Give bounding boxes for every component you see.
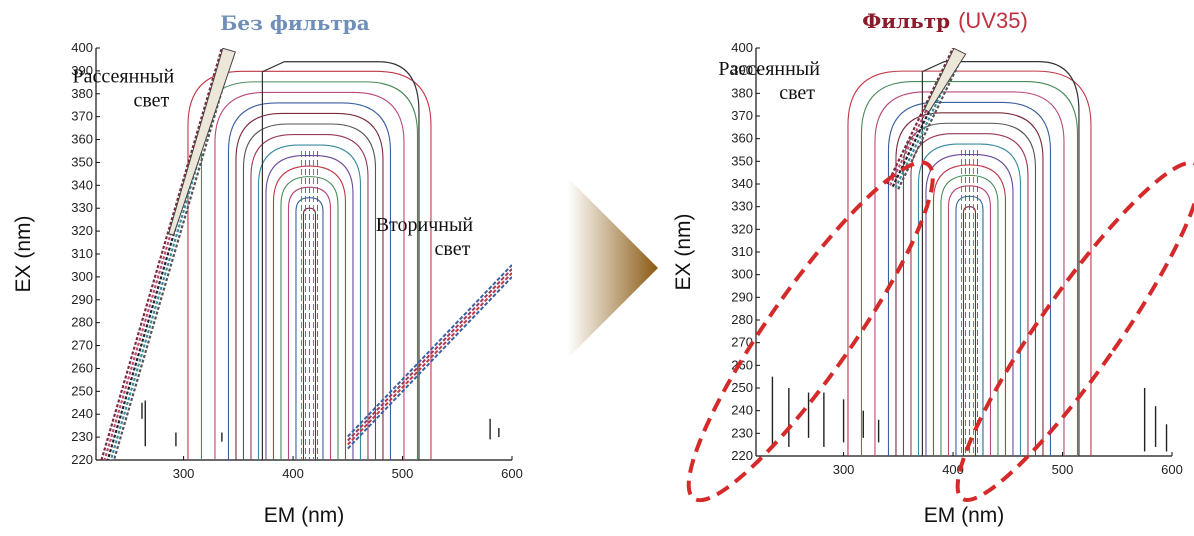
- contour-line: [187, 70, 432, 460]
- contour-line: [235, 112, 384, 460]
- chart-title-suffix: (UV35): [958, 8, 1028, 33]
- y-tick-label: 250: [71, 383, 93, 398]
- annotation-text: Вторичный: [376, 214, 474, 236]
- contour-line: [860, 80, 1079, 456]
- contour-line: [242, 123, 377, 460]
- chart-title: Без фильтра: [220, 11, 369, 35]
- x-tick-label: 600: [501, 466, 523, 481]
- y-tick-label: 230: [71, 429, 93, 444]
- y-tick-label: 360: [71, 132, 93, 147]
- contour-line: [250, 133, 369, 460]
- contour-line: [895, 112, 1044, 456]
- y-tick-label: 400: [71, 40, 93, 55]
- x-tick-label: 600: [1161, 462, 1183, 477]
- secondary-scatter-band: [347, 268, 512, 442]
- x-tick-label: 300: [833, 462, 855, 477]
- y-tick-label: 350: [71, 154, 93, 169]
- contour-line: [887, 101, 1052, 456]
- y-tick-label: 360: [731, 131, 753, 146]
- contour-envelope: [921, 61, 1080, 456]
- annotation-text: Рассеянный: [73, 65, 175, 87]
- y-tick-label: 220: [71, 452, 93, 467]
- annotation-text: Рассеянный: [718, 58, 820, 80]
- x-axis-label: EM (nm): [264, 504, 345, 527]
- y-tick-label: 270: [71, 338, 93, 353]
- y-tick-label: 240: [71, 406, 93, 421]
- x-tick-label: 500: [1052, 462, 1074, 477]
- contour-line: [257, 144, 362, 460]
- transition-arrow: [568, 178, 658, 358]
- contour-line: [214, 91, 405, 460]
- contour-line: [272, 165, 347, 460]
- x-tick-label: 300: [173, 466, 195, 481]
- y-tick-label: 310: [71, 246, 93, 261]
- contour-line: [902, 122, 1037, 456]
- contour-line: [910, 133, 1029, 456]
- y-tick-label: 290: [731, 289, 753, 304]
- primary-scatter-band: [886, 48, 955, 185]
- y-tick-label: 390: [71, 63, 93, 78]
- highlight-ellipse: [955, 160, 1194, 502]
- contour-line: [227, 102, 392, 460]
- secondary-scatter-band: [347, 264, 512, 438]
- contour-line: [940, 174, 999, 456]
- y-tick-label: 370: [71, 109, 93, 124]
- y-tick-label: 220: [731, 448, 753, 463]
- y-tick-label: 380: [71, 86, 93, 101]
- contour-line: [947, 185, 992, 456]
- x-tick-label: 400: [942, 462, 964, 477]
- y-tick-label: 300: [71, 269, 93, 284]
- highlight-ellipse: [686, 160, 935, 503]
- y-tick-label: 310: [731, 244, 753, 259]
- y-tick-label: 270: [731, 335, 753, 350]
- y-tick-label: 320: [71, 223, 93, 238]
- y-tick-label: 390: [731, 63, 753, 78]
- plot-area: [771, 48, 1168, 456]
- primary-scatter-band: [100, 48, 223, 460]
- chart-panel-uv35-filter: Фильтр (UV35)2202302402502602702802903003…: [672, 8, 1194, 527]
- chart-title-main: Фильтр: [862, 9, 950, 33]
- contour-line: [847, 70, 1092, 456]
- contour-line: [874, 91, 1065, 456]
- primary-scatter-core: [168, 48, 236, 236]
- y-tick-label: 340: [71, 177, 93, 192]
- chart-title-main: Без фильтра: [220, 11, 369, 35]
- y-tick-label: 330: [731, 199, 753, 214]
- chart-panel-no-filter: Без фильтра 220 230 240 250 260 270 280 290 300 31…: [12, 11, 523, 527]
- plot-area: [100, 48, 512, 460]
- primary-scatter-core: [923, 48, 967, 113]
- y-tick-label: 230: [731, 425, 753, 440]
- annotation-text: свет: [779, 82, 815, 104]
- y-tick-label: 370: [731, 108, 753, 123]
- contour-envelope: [261, 61, 420, 460]
- secondary-scatter-band: [347, 272, 512, 446]
- y-tick-label: 380: [731, 85, 753, 100]
- primary-scatter-band: [112, 51, 235, 460]
- y-axis-label: EX (nm): [12, 215, 35, 292]
- y-tick-label: 350: [731, 153, 753, 168]
- annotation-text: свет: [435, 238, 471, 260]
- y-tick-label: 240: [731, 403, 753, 418]
- y-tick-label: 400: [731, 40, 753, 55]
- annotation-text: свет: [133, 89, 169, 111]
- y-tick-label: 250: [731, 380, 753, 395]
- contour-line: [917, 143, 1022, 456]
- x-axis-label: EM (nm): [924, 504, 1005, 527]
- contour-line: [280, 176, 339, 460]
- y-tick-label: 280: [731, 312, 753, 327]
- y-tick-label: 280: [71, 315, 93, 330]
- chart-title: Фильтр (UV35): [862, 8, 1028, 33]
- secondary-scatter-band: [347, 276, 512, 450]
- y-tick-label: 260: [71, 360, 93, 375]
- y-axis-label: EX (nm): [672, 213, 695, 290]
- y-tick-label: 330: [71, 200, 93, 215]
- y-tick-label: 340: [731, 176, 753, 191]
- y-tick-label: 290: [71, 292, 93, 307]
- x-tick-label: 400: [282, 466, 304, 481]
- x-tick-label: 500: [392, 466, 414, 481]
- y-tick-label: 300: [731, 267, 753, 282]
- y-tick-label: 320: [731, 221, 753, 236]
